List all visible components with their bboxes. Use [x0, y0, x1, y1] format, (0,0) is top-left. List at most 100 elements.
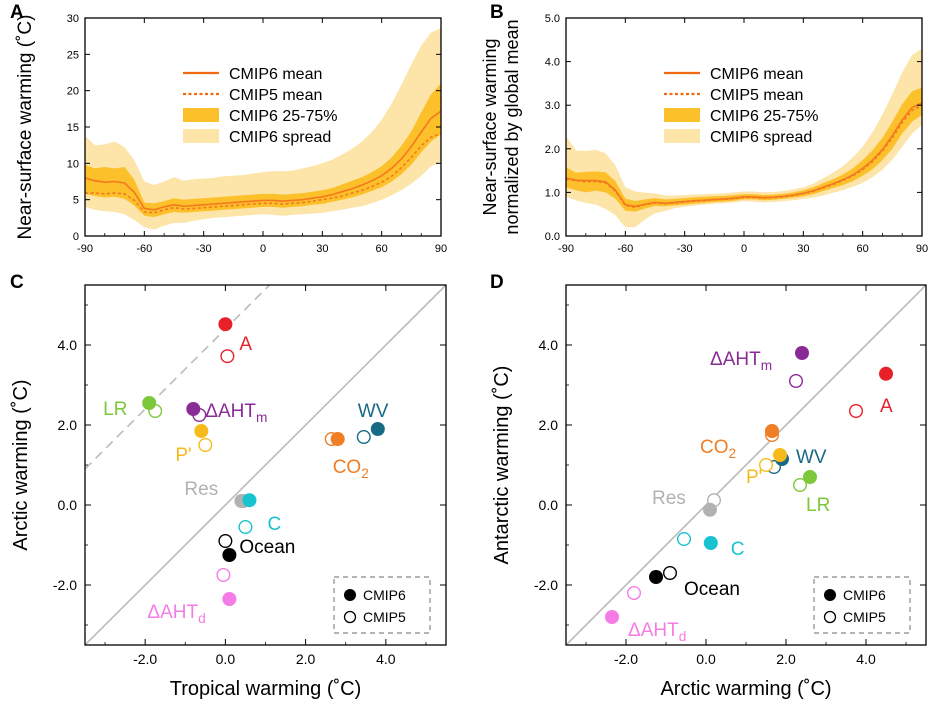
- legend-spread-swatch: [183, 129, 219, 143]
- x-tick-label: 60: [376, 243, 388, 255]
- x-tick-label: 0.0: [216, 651, 236, 667]
- legend-label: CMIP6 mean: [229, 66, 322, 83]
- point-a-cmip6: [879, 366, 893, 381]
- panel-d-frame: [565, 284, 927, 646]
- point-a-cmip5: [849, 404, 864, 419]
- x-tick-label: 0.0: [696, 651, 716, 667]
- point-label-p: P': [746, 467, 762, 488]
- legend-label: CMIP5: [363, 609, 406, 625]
- panel-label: C: [10, 272, 24, 293]
- panel-a-frame: [84, 17, 442, 237]
- point-wv-cmip6: [370, 422, 385, 436]
- point-lr-cmip5: [793, 478, 808, 493]
- legend-iqr-swatch: [664, 108, 700, 122]
- y-tick-label: 30: [67, 13, 79, 25]
- legend-label: CMIP6 25-75%: [710, 108, 819, 125]
- panel-label: D: [490, 272, 504, 293]
- point-ocean-cmip5: [663, 566, 678, 581]
- point-a-cmip5: [220, 349, 235, 364]
- point-ahtm-cmip6: [795, 346, 809, 360]
- point-label-c: C: [267, 514, 281, 535]
- iqr-band: [85, 83, 441, 218]
- y-tick-label: 2.0: [545, 144, 560, 156]
- spread-band: [85, 28, 441, 230]
- point-p-cmip5: [759, 458, 774, 473]
- point-wv-cmip5: [356, 430, 371, 445]
- y-tick-label: 0.0: [545, 231, 560, 243]
- y-tick-label: 0: [73, 231, 79, 243]
- panel-a: -90 -60 -30 0 30 60 90 0 5 10 15 20 25 30 Near-surface…: [10, 2, 447, 255]
- point-label-ahtm: ΔAHTm: [205, 401, 267, 425]
- cmip5-mean-line: [85, 132, 442, 214]
- point-label-wv: WV: [358, 401, 389, 422]
- x-tick-label: 0: [260, 243, 266, 255]
- x-tick-label: -2.0: [614, 651, 638, 667]
- y-tick-label: 4.0: [545, 57, 560, 69]
- x-tick-label: -60: [617, 243, 633, 255]
- x-axis-label: Arctic warming (˚C): [660, 678, 831, 700]
- x-tick-label: -60: [136, 243, 152, 255]
- point-label-ahtd: ΔAHTd: [628, 620, 686, 644]
- legend-label: CMIP6: [363, 587, 406, 603]
- y-tick-label: 4.0: [58, 337, 78, 353]
- legend-label: CMIP5: [843, 609, 886, 625]
- point-label-lr: LR: [806, 495, 830, 516]
- point-lr-cmip6: [803, 470, 817, 484]
- y-axis-label: Arctic warming (˚C): [10, 379, 32, 550]
- iqr-band: [566, 87, 922, 212]
- x-axis-label: Tropical warming (˚C): [170, 678, 362, 700]
- y-tick-label: 2.0: [539, 417, 559, 433]
- panel-label: B: [490, 2, 504, 23]
- legend-label: CMIP5 mean: [229, 87, 322, 104]
- point-ocean-cmip5: [218, 534, 233, 549]
- legend-label: CMIP6 mean: [710, 66, 803, 83]
- point-c-cmip6: [703, 536, 718, 550]
- x-tick-label: 0: [741, 243, 747, 255]
- legend-cmip6-marker: [344, 589, 356, 601]
- point-label-ahtm: ΔAHTm: [710, 349, 772, 373]
- point-label-wv: WV: [796, 447, 827, 468]
- point-ahtd-cmip5: [216, 568, 231, 583]
- x-tick-label: 90: [916, 243, 928, 255]
- point-c-cmip5: [238, 520, 253, 535]
- point-p-cmip5: [198, 438, 213, 453]
- legend-cmip5-marker: [823, 610, 837, 624]
- y-tick-label: 0.0: [58, 497, 78, 513]
- point-label-lr: LR: [103, 399, 127, 420]
- x-tick-label: 60: [857, 243, 869, 255]
- legend-label: CMIP5 mean: [710, 87, 803, 104]
- panel-b-frame: [565, 17, 923, 237]
- panel-label: A: [10, 2, 24, 23]
- y-tick-label: 20: [67, 86, 79, 98]
- point-label-res: Res: [652, 488, 686, 509]
- y-tick-label: 3.0: [545, 100, 560, 112]
- x-tick-label: -90: [77, 243, 93, 255]
- point-c-cmip5: [677, 532, 692, 547]
- x-tick-label: -30: [196, 243, 212, 255]
- x-tick-label: 30: [316, 243, 328, 255]
- legend-cmip5-marker: [343, 610, 357, 624]
- x-tick-label: 4.0: [376, 651, 396, 667]
- y-tick-label: 5.0: [545, 13, 560, 25]
- y-tick-label: 2.0: [58, 417, 78, 433]
- legend-label: CMIP6 25-75%: [229, 108, 338, 125]
- point-label-p: P': [175, 445, 191, 466]
- point-label-ahtd: ΔAHTd: [147, 602, 205, 626]
- y-axis-label: Antarctic warming (˚C): [491, 366, 513, 565]
- y-tick-label: 4.0: [539, 337, 559, 353]
- y-tick-label: 1.0: [545, 187, 560, 199]
- one-to-one-line: [85, 285, 446, 645]
- legend-box: [333, 576, 431, 634]
- point-co2-cmip6: [330, 432, 345, 446]
- y-tick-label: 5: [73, 195, 79, 207]
- y-axis-label: Near-surface warming: [480, 38, 500, 215]
- x-tick-label: 90: [435, 243, 447, 255]
- y-tick-label: 10: [67, 158, 79, 170]
- legend-label: CMIP6 spread: [710, 129, 812, 146]
- x-tick-label: -90: [558, 243, 574, 255]
- point-label-a: A: [239, 334, 252, 355]
- x-tick-label: 2.0: [296, 651, 316, 667]
- point-c-cmip6: [242, 493, 257, 508]
- x-tick-label: 4.0: [856, 651, 876, 667]
